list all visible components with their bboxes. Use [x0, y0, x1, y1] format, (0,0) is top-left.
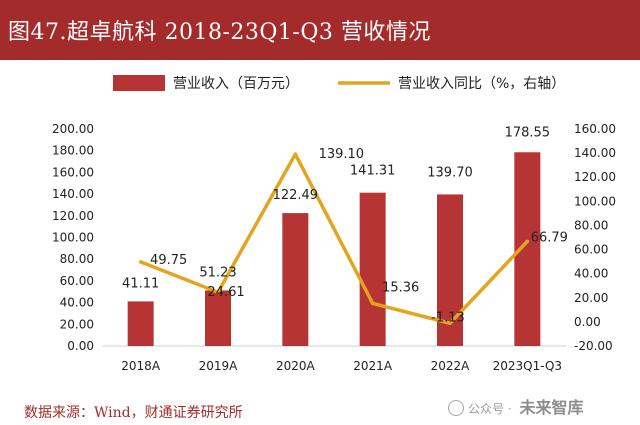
growth-data-label: 24.61: [207, 285, 244, 300]
x-tick-label: 2022A: [431, 359, 471, 373]
y-left-tick-label: 20.00: [60, 317, 94, 331]
revenue-data-label: 139.70: [427, 165, 473, 180]
y-left-tick-label: 40.00: [60, 296, 94, 310]
growth-point: [293, 152, 298, 156]
y-left-tick-label: 140.00: [52, 187, 94, 201]
revenue-data-label: 51.23: [199, 265, 236, 280]
revenue-chart: 营业收入（百万元） 营业收入同比（%，右轴） 0.00 20.00 40.00 60.00…: [52, 75, 616, 373]
legend-bar-label: 营业收入（百万元）: [173, 76, 299, 92]
y-left-tick-label: 0.00: [67, 339, 94, 353]
growth-data-label: -1.13: [431, 310, 465, 325]
legend-line-label: 营业收入同比（%，右轴）: [398, 76, 565, 92]
y-right-tick-label: 100.00: [574, 194, 616, 208]
revenue-data-label: 141.31: [350, 164, 396, 179]
growth-point: [138, 260, 143, 264]
y-left-tick-label: 200.00: [52, 122, 94, 136]
title-bar: 图47.超卓航科 2018-23Q1-Q3 营收情况: [0, 0, 640, 60]
growth-data-label: 66.79: [531, 230, 568, 245]
y-left-tick-label: 180.00: [52, 144, 94, 158]
y-right-tick-label: 40.00: [574, 267, 608, 281]
y-left-tick-label: 80.00: [60, 252, 94, 266]
revenue-bar: [359, 192, 386, 346]
y-right-tick-label: 160.00: [574, 122, 616, 136]
growth-point: [448, 321, 452, 326]
y-right-tick-label: 0.00: [574, 315, 601, 329]
y-left-tick-label: 100.00: [52, 231, 94, 245]
revenue-data-label: 178.55: [505, 125, 551, 140]
y-right-tick-label: 60.00: [574, 243, 608, 257]
y-right-tick-label: 120.00: [574, 170, 616, 184]
watermark-name: 未来智库: [519, 398, 584, 417]
x-tick-label: 2019A: [199, 359, 239, 373]
y-left-tick-label: 60.00: [60, 274, 94, 288]
growth-data-label: 49.75: [150, 253, 187, 268]
growth-data-label: 139.10: [319, 147, 365, 162]
watermark-prefix: 公众号 ·: [468, 402, 516, 416]
wechat-icon: [448, 400, 464, 416]
watermark: 公众号 · 未来智库: [448, 394, 583, 418]
x-tick-label: 2023Q1-Q3: [493, 359, 562, 373]
revenue-bar: [282, 213, 309, 346]
x-tick-label: 2018A: [121, 359, 161, 373]
y-right-tick-label: 20.00: [574, 291, 608, 305]
y-right-tick-label: 140.00: [574, 146, 616, 160]
revenue-data-label: 41.11: [122, 276, 159, 291]
y-left-tick-label: 120.00: [52, 209, 94, 223]
revenue-bar: [127, 301, 154, 346]
growth-line: [140, 152, 529, 326]
x-tick-label: 2020A: [276, 359, 316, 373]
growth-point: [370, 301, 375, 306]
y-left-tick-label: 160.00: [52, 165, 94, 179]
growth-point: [216, 290, 220, 295]
chart-title: 图47.超卓航科 2018-23Q1-Q3 营收情况: [8, 20, 431, 45]
legend-bar-swatch: [113, 75, 165, 91]
growth-point: [525, 239, 530, 244]
growth-data-label: 15.36: [382, 280, 419, 295]
y-right-tick-label: -20.00: [574, 339, 613, 353]
revenue-data-label: 122.49: [273, 188, 319, 203]
x-tick-label: 2021A: [353, 359, 393, 373]
revenue-bar: [205, 290, 231, 346]
source-note: 数据来源：Wind，财通证券研究所: [24, 405, 243, 421]
y-right-tick-label: 80.00: [574, 218, 608, 232]
